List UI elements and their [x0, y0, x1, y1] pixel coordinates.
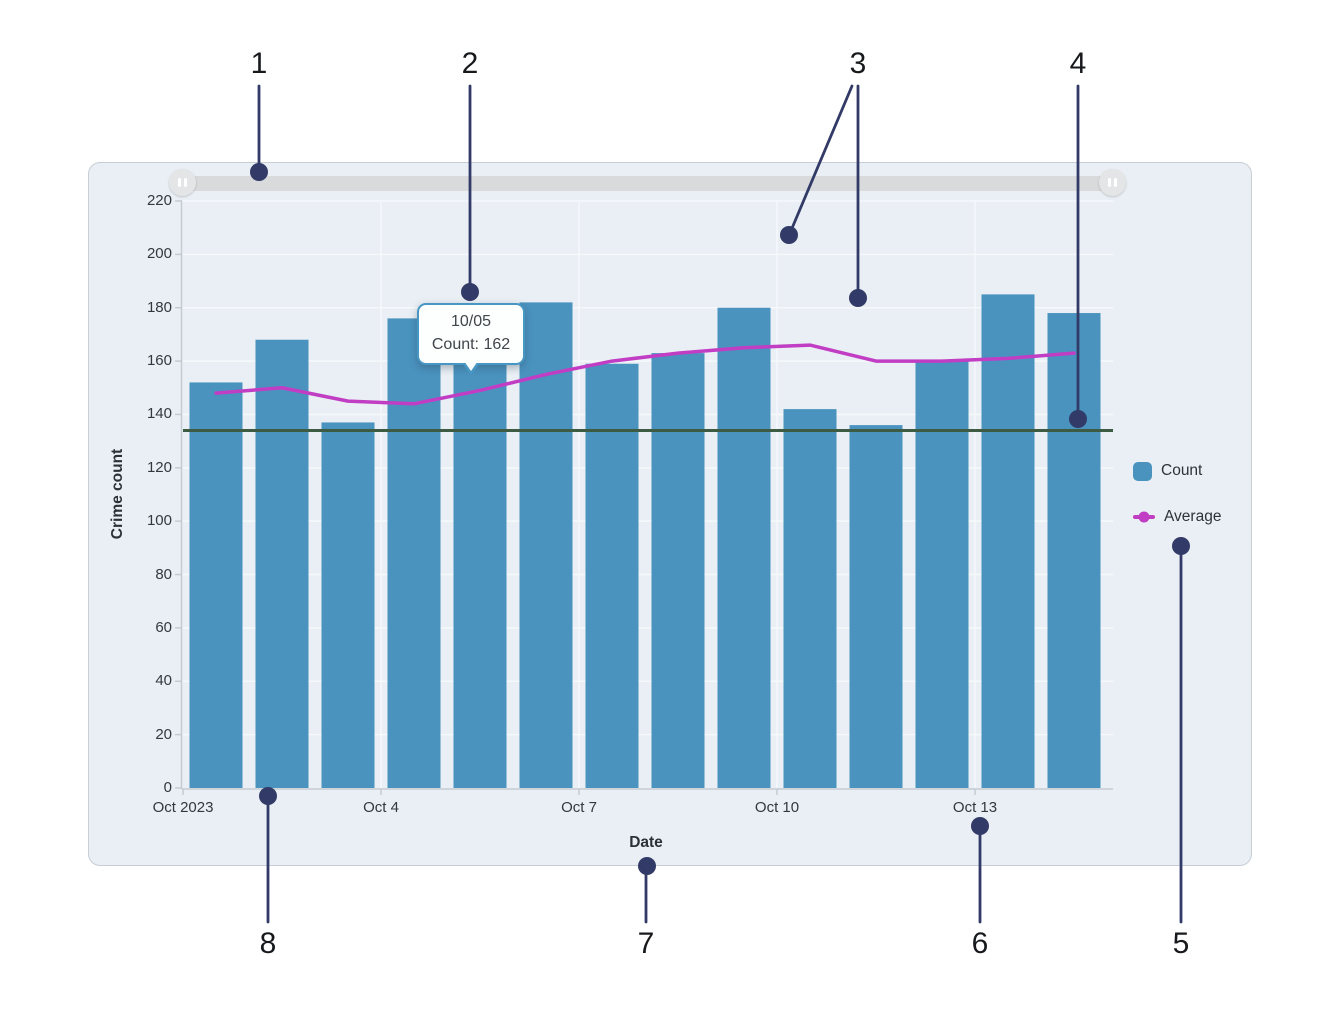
legend-item-label: Count — [1161, 462, 1203, 479]
callout-number-4: 4 — [1069, 47, 1087, 80]
bar-10/07[interactable] — [585, 363, 639, 788]
grip-icon — [178, 178, 181, 187]
callout-number-1: 1 — [250, 47, 268, 80]
y-tick-label: 60 — [155, 618, 172, 636]
callout-dot-4 — [1069, 410, 1087, 428]
y-tick-label: 120 — [146, 458, 172, 476]
legend-item-label: Average — [1164, 508, 1222, 525]
tooltip-title: 10/05 — [450, 313, 492, 330]
y-tick-label: 140 — [146, 405, 172, 423]
grip-icon — [1108, 178, 1111, 187]
callout-dot-1 — [250, 163, 268, 181]
callout-dot-2 — [461, 283, 479, 301]
callout-number-7: 7 — [637, 927, 655, 960]
legend-item-count[interactable]: Count — [1133, 459, 1221, 483]
x-tick-label: Oct 7 — [561, 799, 597, 816]
callout-number-5: 5 — [1172, 927, 1190, 960]
callout-dot-7 — [638, 857, 656, 875]
chart-tooltip: 10/05 Count: 162 — [417, 303, 525, 375]
y-tick-label: 100 — [146, 512, 172, 530]
y-axis-title: Crime count — [109, 448, 126, 540]
legend: Count Average — [1133, 459, 1221, 551]
legend-item-average[interactable]: Average — [1133, 505, 1221, 529]
callout-dot-3 — [849, 289, 867, 307]
x-tick-label: Oct 13 — [952, 799, 998, 816]
callout-number-3: 3 — [849, 47, 867, 80]
x-tick-label: Oct 4 — [363, 799, 399, 816]
y-tick-label: 160 — [146, 352, 172, 370]
callout-dot-5 — [1172, 537, 1190, 555]
bar-10/12[interactable] — [915, 361, 969, 788]
bar-10/08[interactable] — [651, 353, 705, 788]
bar-10/01[interactable] — [189, 382, 243, 788]
grip-icon — [184, 178, 187, 187]
y-tick-label: 0 — [163, 779, 172, 796]
time-slider-right-handle[interactable] — [1099, 169, 1126, 196]
callout-number-2: 2 — [461, 47, 479, 80]
tooltip-value: Count: 162 — [431, 336, 511, 353]
count-swatch-icon — [1133, 461, 1152, 481]
callout-number-6: 6 — [971, 927, 989, 960]
tooltip-arrow-icon — [464, 361, 478, 371]
time-slider-track[interactable] — [177, 176, 1125, 191]
average-swatch-icon — [1133, 515, 1155, 519]
bar-10/11[interactable] — [849, 425, 903, 788]
y-tick-label: 180 — [146, 298, 172, 316]
callout-line-3 — [788, 84, 854, 235]
y-tick-label: 220 — [146, 192, 172, 209]
bar-10/10[interactable] — [783, 409, 837, 788]
callout-dot-8 — [259, 787, 277, 805]
callout-dot-3 — [780, 226, 798, 244]
bar-10/09[interactable] — [717, 307, 771, 788]
time-slider-left-handle[interactable] — [169, 169, 196, 196]
y-tick-label: 20 — [155, 725, 172, 743]
y-tick-label: 40 — [155, 672, 172, 690]
bar-10/05[interactable] — [453, 355, 507, 788]
bar-10/02[interactable] — [255, 339, 309, 788]
average-line[interactable] — [214, 343, 1076, 406]
grip-icon — [1114, 178, 1117, 187]
x-tick-label: Oct 10 — [754, 799, 800, 816]
callout-dot-6 — [971, 817, 989, 835]
bar-10/03[interactable] — [321, 422, 375, 788]
bar-10/04[interactable] — [387, 318, 441, 788]
bar-10/14[interactable] — [1047, 313, 1101, 788]
bar-10/13[interactable] — [981, 294, 1035, 788]
bar-10/06[interactable] — [519, 302, 573, 788]
y-tick-label: 80 — [155, 565, 172, 583]
x-tick-label: Oct 2023 — [152, 799, 214, 816]
y-tick-label: 200 — [146, 245, 172, 263]
callout-number-8: 8 — [259, 927, 277, 960]
x-axis-title: Date — [629, 834, 663, 851]
